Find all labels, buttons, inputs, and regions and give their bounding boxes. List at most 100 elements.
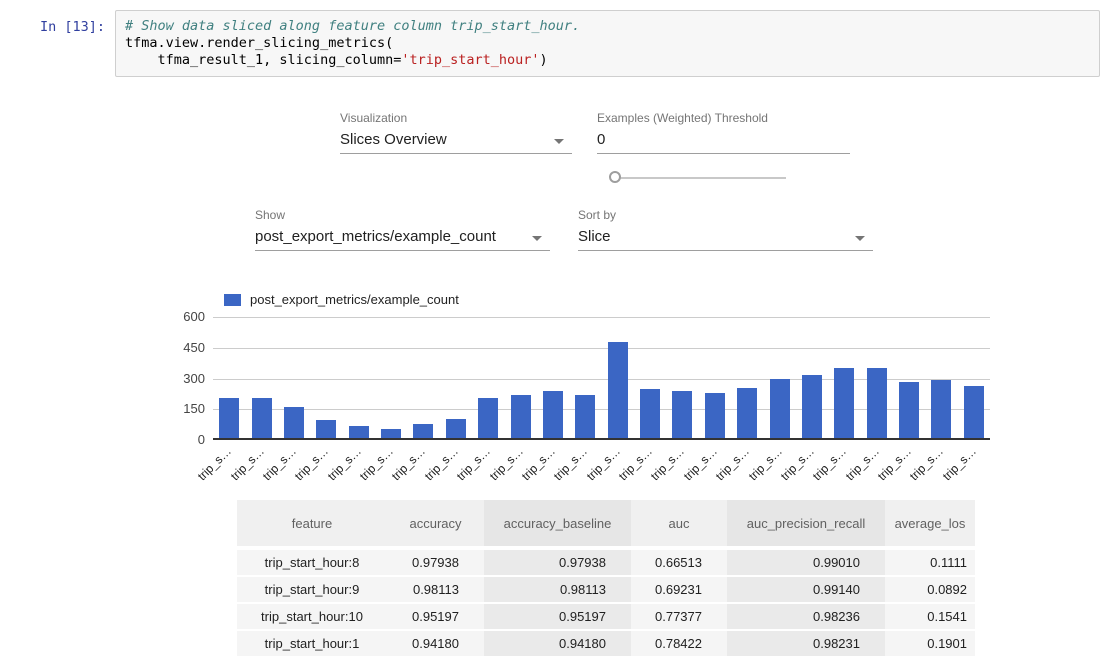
table-row[interactable]: trip_start_hour:80.979380.979380.665130.… bbox=[237, 550, 975, 577]
bar[interactable] bbox=[316, 420, 336, 438]
code-token: tfma.view.render_slicing_metrics( bbox=[125, 35, 393, 51]
metric-cell: 0.77377 bbox=[631, 604, 727, 631]
code-line: tfma_result_1, slicing_column='trip_star… bbox=[125, 52, 1090, 69]
metric-cell: 0.1541 bbox=[885, 604, 975, 631]
show-value: post_export_metrics/example_count bbox=[255, 228, 550, 251]
chart-legend: post_export_metrics/example_count bbox=[224, 292, 459, 307]
table-header-auc_precision_recall[interactable]: auc_precision_recall bbox=[727, 500, 885, 550]
metric-cell: 0.98231 bbox=[727, 631, 885, 658]
bar[interactable] bbox=[511, 395, 531, 438]
metric-cell: 0.95197 bbox=[484, 604, 631, 631]
x-axis: trip_s…trip_s…trip_s…trip_s…trip_s…trip_… bbox=[213, 442, 990, 482]
feature-cell: trip_start_hour:1 bbox=[237, 631, 387, 658]
bar[interactable] bbox=[252, 398, 272, 438]
metric-cell: 0.1111 bbox=[885, 550, 975, 577]
chevron-down-icon bbox=[855, 236, 865, 241]
metric-cell: 0.97938 bbox=[387, 550, 484, 577]
metric-cell: 0.0892 bbox=[885, 577, 975, 604]
bar[interactable] bbox=[349, 426, 369, 438]
feature-cell: trip_start_hour:9 bbox=[237, 577, 387, 604]
metric-cell: 0.99140 bbox=[727, 577, 885, 604]
sort-by-value: Slice bbox=[578, 228, 873, 251]
threshold-input[interactable] bbox=[597, 131, 850, 154]
bar[interactable] bbox=[737, 388, 757, 438]
bar[interactable] bbox=[964, 386, 984, 438]
code-line: # Show data sliced along feature column … bbox=[125, 18, 1090, 35]
code-token: ) bbox=[540, 52, 548, 68]
x-axis-baseline bbox=[213, 438, 990, 440]
bar[interactable] bbox=[672, 391, 692, 438]
bar[interactable] bbox=[608, 342, 628, 438]
threshold-label: Examples (Weighted) Threshold bbox=[597, 111, 850, 125]
metric-cell: 0.94180 bbox=[484, 631, 631, 658]
metric-cell: 0.78422 bbox=[631, 631, 727, 658]
metric-cell: 0.94180 bbox=[387, 631, 484, 658]
legend-swatch bbox=[224, 294, 241, 306]
sort-by-label: Sort by bbox=[578, 208, 873, 222]
bar[interactable] bbox=[284, 407, 304, 438]
gridline bbox=[213, 348, 990, 349]
bar[interactable] bbox=[219, 398, 239, 438]
bar[interactable] bbox=[705, 393, 725, 438]
legend-label: post_export_metrics/example_count bbox=[250, 292, 459, 307]
table-header-accuracy[interactable]: accuracy bbox=[387, 500, 484, 550]
bar[interactable] bbox=[802, 375, 822, 438]
table-header-auc[interactable]: auc bbox=[631, 500, 727, 550]
code-content: # Show data sliced along feature column … bbox=[125, 18, 1090, 69]
bar[interactable] bbox=[899, 382, 919, 438]
visualization-label: Visualization bbox=[340, 111, 572, 125]
table-row[interactable]: trip_start_hour:100.951970.951970.773770… bbox=[237, 604, 975, 631]
bar[interactable] bbox=[770, 379, 790, 438]
feature-cell: trip_start_hour:10 bbox=[237, 604, 387, 631]
code-token: # Show data sliced along feature column … bbox=[125, 18, 580, 34]
metric-cell: 0.69231 bbox=[631, 577, 727, 604]
code-token: 'trip_start_hour' bbox=[401, 52, 539, 68]
metric-cell: 0.98113 bbox=[387, 577, 484, 604]
cell-prompt: In [13]: bbox=[10, 19, 105, 35]
bar[interactable] bbox=[834, 368, 854, 438]
bar[interactable] bbox=[575, 395, 595, 438]
y-axis-tick-label: 600 bbox=[160, 309, 205, 325]
visualization-value: Slices Overview bbox=[340, 131, 572, 154]
chevron-down-icon bbox=[554, 139, 564, 144]
bar[interactable] bbox=[446, 419, 466, 438]
slider-track[interactable] bbox=[619, 177, 786, 179]
metric-cell: 0.1901 bbox=[885, 631, 975, 658]
bar[interactable] bbox=[478, 398, 498, 438]
code-token: tfma_result_1, slicing_column= bbox=[125, 52, 401, 68]
bar[interactable] bbox=[867, 368, 887, 438]
y-axis: 0150300450600 bbox=[160, 317, 205, 440]
y-axis-tick-label: 150 bbox=[160, 401, 205, 417]
visualization-dropdown[interactable]: Visualization Slices Overview bbox=[340, 111, 572, 154]
y-axis-tick-label: 450 bbox=[160, 340, 205, 356]
threshold-control: Examples (Weighted) Threshold bbox=[597, 111, 850, 154]
metrics-table: featureaccuracyaccuracy_baselineaucauc_p… bbox=[237, 500, 975, 658]
feature-cell: trip_start_hour:8 bbox=[237, 550, 387, 577]
show-label: Show bbox=[255, 208, 550, 222]
show-metric-dropdown[interactable]: Show post_export_metrics/example_count bbox=[255, 208, 550, 251]
bar[interactable] bbox=[640, 389, 660, 438]
table-header-average_los[interactable]: average_los bbox=[885, 500, 975, 550]
bar[interactable] bbox=[543, 391, 563, 438]
bar[interactable] bbox=[931, 380, 951, 438]
metric-cell: 0.97938 bbox=[484, 550, 631, 577]
bar[interactable] bbox=[413, 424, 433, 438]
metric-cell: 0.98113 bbox=[484, 577, 631, 604]
y-axis-tick-label: 300 bbox=[160, 371, 205, 387]
code-cell[interactable]: # Show data sliced along feature column … bbox=[115, 10, 1100, 77]
sort-by-dropdown[interactable]: Sort by Slice bbox=[578, 208, 873, 251]
metric-cell: 0.99010 bbox=[727, 550, 885, 577]
code-line: tfma.view.render_slicing_metrics( bbox=[125, 35, 1090, 52]
table-header-accuracy_baseline[interactable]: accuracy_baseline bbox=[484, 500, 631, 550]
bar-chart-plot-area bbox=[213, 317, 990, 440]
table-header-row: featureaccuracyaccuracy_baselineaucauc_p… bbox=[237, 500, 975, 550]
table-header-feature[interactable]: feature bbox=[237, 500, 387, 550]
notebook-page: In [13]: # Show data sliced along featur… bbox=[0, 0, 1111, 668]
bar[interactable] bbox=[381, 429, 401, 438]
metric-cell: 0.95197 bbox=[387, 604, 484, 631]
table-row[interactable]: trip_start_hour:10.941800.941800.784220.… bbox=[237, 631, 975, 658]
slider-knob[interactable] bbox=[609, 171, 621, 183]
y-axis-tick-label: 0 bbox=[160, 432, 205, 448]
table-row[interactable]: trip_start_hour:90.981130.981130.692310.… bbox=[237, 577, 975, 604]
threshold-slider[interactable] bbox=[605, 170, 788, 185]
